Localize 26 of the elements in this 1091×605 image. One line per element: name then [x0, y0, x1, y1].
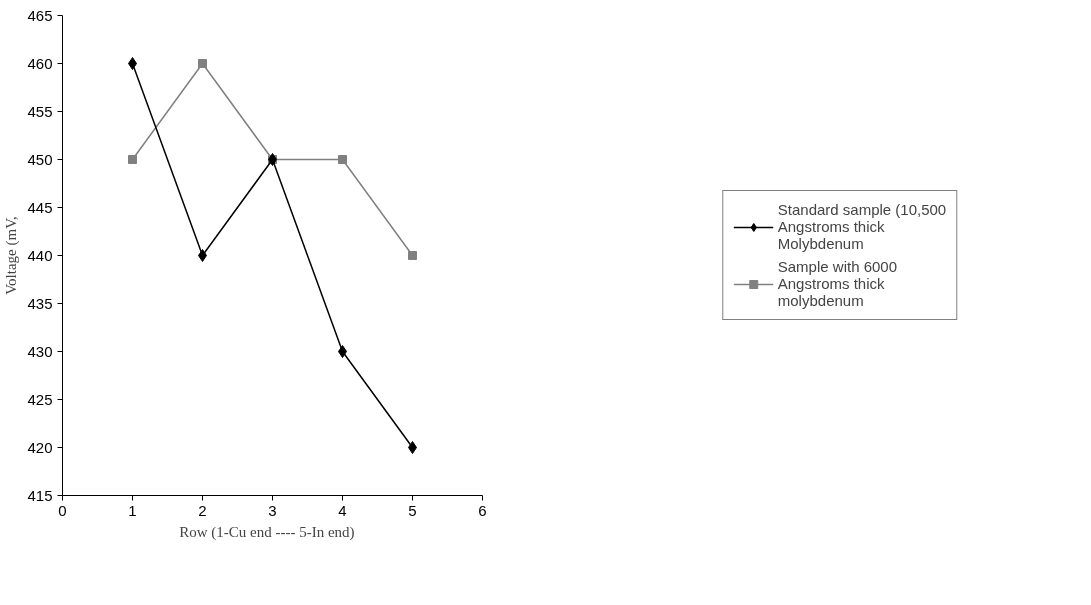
y-tick-label: 430: [27, 342, 53, 360]
x-tick-label: 2: [198, 501, 207, 519]
y-tick-label: 455: [27, 102, 53, 120]
x-axis-title: Row (1-Cu end ---- 5-In end): [179, 523, 355, 541]
point: [338, 155, 347, 164]
point: [128, 155, 137, 164]
y-tick-label: 415: [27, 486, 53, 504]
x-tick-label: 6: [478, 501, 487, 519]
y-tick-label: 425: [27, 390, 53, 408]
y-tick-label: 440: [27, 246, 53, 264]
x-tick-label: 3: [268, 501, 277, 519]
point: [408, 251, 417, 260]
x-tick-label: 1: [128, 501, 137, 519]
x-tick-label: 0: [58, 501, 67, 519]
y-axis-title: Voltage (mV,: [3, 216, 21, 295]
y-tick-label: 445: [27, 198, 53, 216]
x-tick-label: 5: [408, 501, 417, 519]
y-tick-label: 450: [27, 150, 53, 168]
y-tick-label: 435: [27, 294, 53, 312]
point: [198, 59, 207, 68]
y-tick-label: 460: [27, 54, 53, 72]
x-tick-label: 4: [338, 501, 347, 519]
y-tick-label: 465: [27, 6, 53, 24]
y-tick-label: 420: [27, 438, 53, 456]
legend-label: Sample with 6000 Angstroms thick molybdenum: [777, 258, 898, 309]
legend-label: Standard sample (10,500 Angstroms thick Molybdenum: [777, 201, 947, 252]
